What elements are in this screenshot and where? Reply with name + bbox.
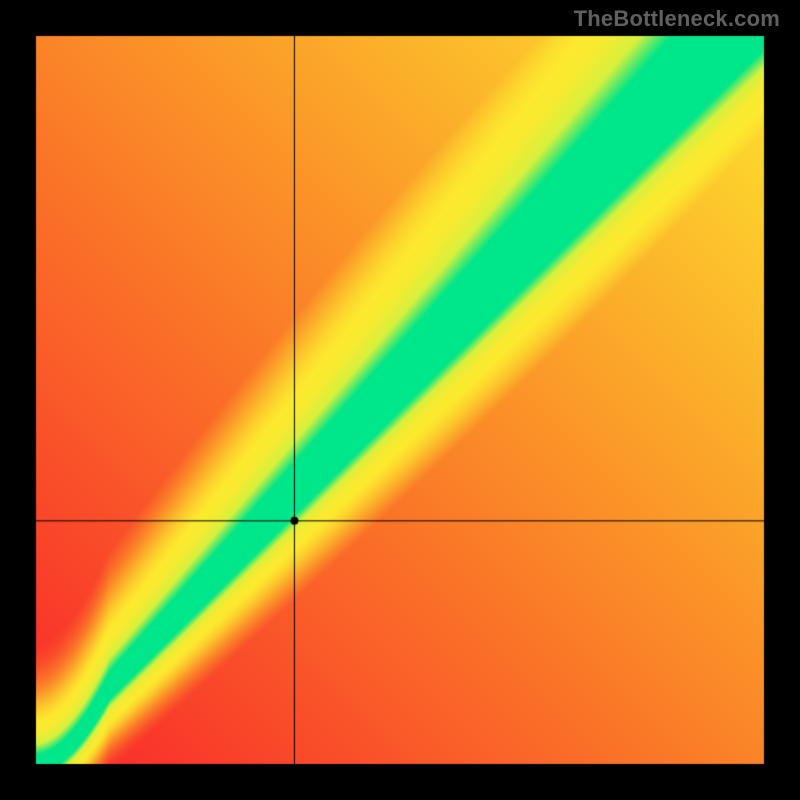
bottleneck-heatmap bbox=[0, 0, 800, 800]
chart-container: TheBottleneck.com bbox=[0, 0, 800, 800]
watermark-text: TheBottleneck.com bbox=[574, 6, 780, 32]
